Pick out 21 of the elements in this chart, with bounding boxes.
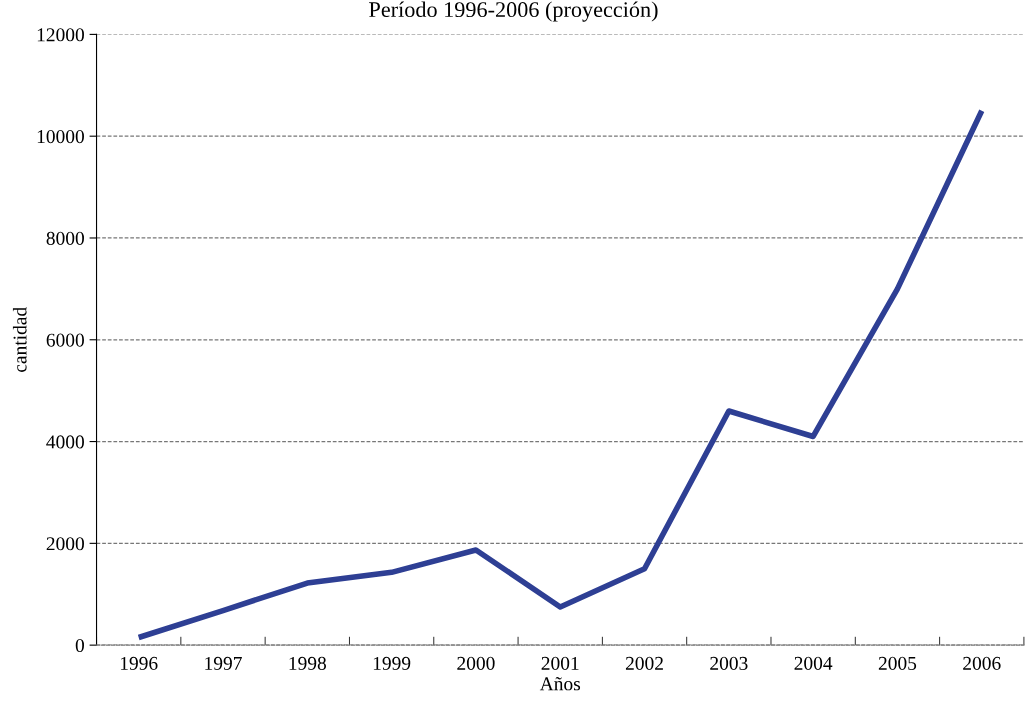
x-tick-label: 2003 xyxy=(710,656,748,670)
x-tick-label: 2002 xyxy=(625,656,663,670)
x-tick-label: 1998 xyxy=(289,656,327,670)
x-axis-title: Años xyxy=(539,677,581,691)
y-axis-title: cantidad xyxy=(12,307,27,372)
x-tick-label: 1996 xyxy=(120,656,158,670)
y-tick-label: 2000 xyxy=(46,537,84,551)
y-tick-label: 10000 xyxy=(37,130,84,144)
y-tick-label: 8000 xyxy=(46,231,84,245)
y-tick-label: 0 xyxy=(75,638,84,653)
y-tick-label: 6000 xyxy=(46,333,84,347)
x-tick-label: 2001 xyxy=(541,656,579,670)
x-tick-label: 2000 xyxy=(457,656,495,670)
chart-title: Período 1996-2006 (proyección) xyxy=(369,1,658,22)
x-tick-label: 2005 xyxy=(878,656,917,670)
x-tick-label: 2004 xyxy=(794,656,833,670)
x-tick-label: 1997 xyxy=(205,656,242,670)
y-tick-label: 12000 xyxy=(37,28,84,42)
y-tick-label: 4000 xyxy=(46,435,84,449)
x-tick-label: 2006 xyxy=(963,656,1001,670)
x-tick-label: 1999 xyxy=(373,656,411,670)
